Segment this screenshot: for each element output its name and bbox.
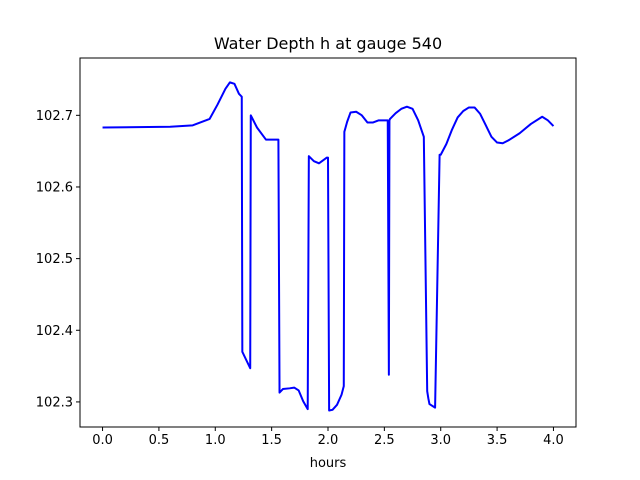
y-tick-label: 102.4 — [36, 324, 73, 339]
x-tick-label: 3.5 — [487, 433, 508, 448]
x-tick-label: 1.5 — [261, 433, 282, 448]
y-tick-label: 102.7 — [36, 109, 73, 124]
x-tick-label: 2.5 — [374, 433, 395, 448]
x-tick-label: 3.0 — [430, 433, 451, 448]
axis-ticks: 0.0 0.5 1.0 1.5 2.0 2.5 3.0 3.5 4.0 102.3 102.4 102… — [36, 109, 564, 448]
y-tick-label: 102.6 — [36, 180, 73, 195]
series-layer — [102, 81, 555, 412]
y-tick-label: 102.5 — [36, 252, 73, 267]
x-tick-label: 1.0 — [205, 433, 226, 448]
x-axis-label: hours — [310, 456, 347, 471]
y-tick-label: 102.3 — [36, 395, 73, 410]
plot-frame — [79, 57, 577, 428]
x-tick-label: 0.0 — [92, 433, 113, 448]
x-tick-label: 0.5 — [149, 433, 170, 448]
x-tick-label: 2.0 — [318, 433, 339, 448]
x-tick-label: 4.0 — [543, 433, 564, 448]
series-line-0 — [102, 81, 555, 412]
chart-title: Water Depth h at gauge 540 — [214, 34, 442, 53]
